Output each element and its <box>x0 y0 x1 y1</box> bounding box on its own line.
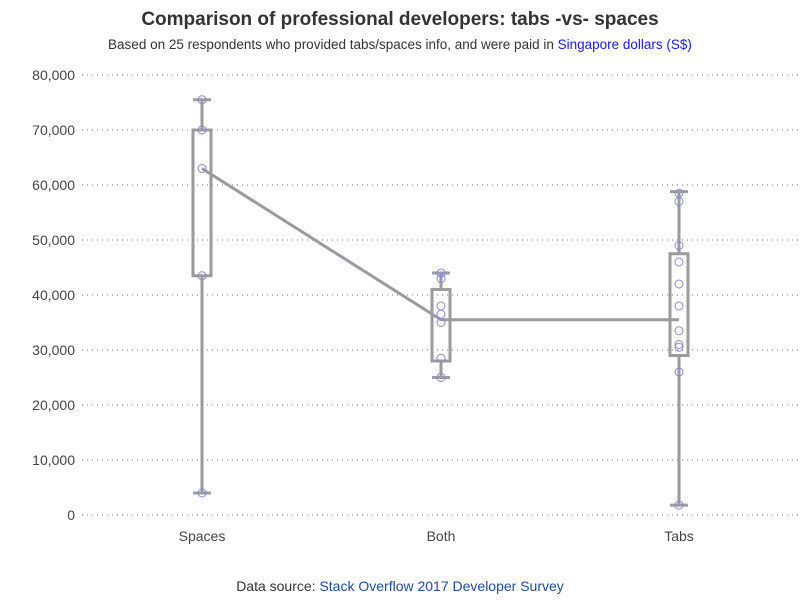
data-point <box>197 164 207 173</box>
y-tick-label: 80,000 <box>32 67 75 83</box>
data-point <box>674 326 684 336</box>
data-point <box>674 340 684 349</box>
y-tick-label: 20,000 <box>32 397 75 413</box>
footer-prefix: Data source: <box>236 578 320 594</box>
y-tick-label: 40,000 <box>32 287 75 303</box>
y-tick-label: 10,000 <box>32 452 75 468</box>
data-point <box>436 353 446 363</box>
data-source-link[interactable]: Stack Overflow 2017 Developer Survey <box>319 578 564 594</box>
data-point <box>197 488 207 498</box>
data-point <box>436 268 446 278</box>
iqr-box <box>191 128 213 278</box>
data-point <box>674 257 684 267</box>
chart-subtitle: Based on 25 respondents who provided tab… <box>0 37 800 52</box>
chart-title: Comparison of professional developers: t… <box>141 9 659 30</box>
data-point <box>674 367 684 377</box>
y-tick-label: 70,000 <box>32 122 75 138</box>
y-tick-label: 60,000 <box>32 177 75 193</box>
data-point <box>436 274 446 283</box>
data-point <box>197 125 207 135</box>
data-point <box>674 188 684 198</box>
data-point <box>197 271 207 281</box>
data-point <box>436 373 446 382</box>
data-point <box>674 301 684 311</box>
data-point <box>436 301 446 311</box>
iqr-box <box>668 252 690 357</box>
data-point <box>674 241 684 250</box>
data-point <box>674 279 684 289</box>
data-point <box>436 309 446 319</box>
median-line <box>201 167 679 322</box>
iqr-box <box>430 288 452 363</box>
y-tick-label: 50,000 <box>32 232 75 248</box>
data-source-note: Data source: Stack Overflow 2017 Develop… <box>0 578 800 594</box>
data-point <box>674 500 684 510</box>
subtitle-text: Based on 25 respondents who provided tab… <box>108 37 558 52</box>
x-tick-label: Spaces <box>179 528 226 544</box>
subtitle-currency: Singapore dollars (S$) <box>557 37 692 52</box>
data-point <box>197 95 207 105</box>
x-tick-label: Both <box>427 528 456 544</box>
x-tick-label: Tabs <box>664 528 694 544</box>
y-tick-label: 30,000 <box>32 342 75 358</box>
data-point <box>674 342 684 352</box>
y-tick-label: 0 <box>67 507 75 523</box>
